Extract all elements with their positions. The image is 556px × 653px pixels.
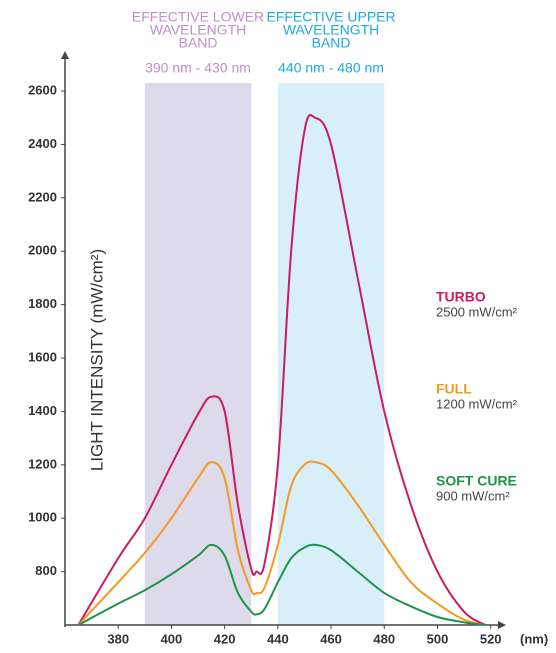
band-label: WAVELENGTH xyxy=(283,22,379,38)
band xyxy=(277,83,385,625)
y-tick-label: 1800 xyxy=(28,296,57,311)
series-line xyxy=(77,460,486,626)
x-tick-label: 520 xyxy=(480,631,502,646)
x-tick-label: 380 xyxy=(107,631,129,646)
y-tick-label: 2600 xyxy=(28,82,57,97)
band-label: EFFECTIVE UPPER xyxy=(266,9,395,25)
y-tick-label: 2400 xyxy=(28,136,57,151)
legend-name: FULL xyxy=(436,381,472,397)
band-range: 440 nm - 480 nm xyxy=(278,60,384,76)
legend-name: SOFT CURE xyxy=(436,473,517,489)
x-tick-label: 420 xyxy=(214,631,236,646)
y-tick-label: 2200 xyxy=(28,189,57,204)
x-tick-label: 500 xyxy=(427,631,449,646)
x-tick-label: 440 xyxy=(267,631,289,646)
legend-rating: 2500 mW/cm² xyxy=(436,304,518,319)
y-tick-label: 1600 xyxy=(28,349,57,364)
x-tick-label: 480 xyxy=(373,631,395,646)
series-line xyxy=(77,543,486,626)
legend-rating: 1200 mW/cm² xyxy=(436,396,518,411)
x-axis-label: (nm) xyxy=(520,631,548,646)
x-arrow xyxy=(498,621,506,629)
y-tick-label: 1400 xyxy=(28,403,57,418)
y-arrow xyxy=(61,51,69,59)
band-label: BAND xyxy=(179,35,218,51)
legend-rating: 900 mW/cm² xyxy=(436,488,510,503)
band xyxy=(144,83,252,625)
y-tick-label: 1000 xyxy=(28,510,57,525)
band-range: 390 nm - 430 nm xyxy=(145,60,251,76)
y-axis-label: LIGHT INTENSITY (mW/cm²) xyxy=(87,249,106,471)
legend-name: TURBO xyxy=(436,289,486,305)
y-tick-label: 2000 xyxy=(28,243,57,258)
y-tick-label: 800 xyxy=(35,563,57,578)
series-line xyxy=(77,114,486,626)
band-label: BAND xyxy=(312,35,351,51)
x-tick-label: 400 xyxy=(161,631,183,646)
band-label: WAVELENGTH xyxy=(150,22,246,38)
band-label: EFFECTIVE LOWER xyxy=(132,9,264,25)
y-tick-label: 1200 xyxy=(28,456,57,471)
x-tick-label: 460 xyxy=(320,631,342,646)
